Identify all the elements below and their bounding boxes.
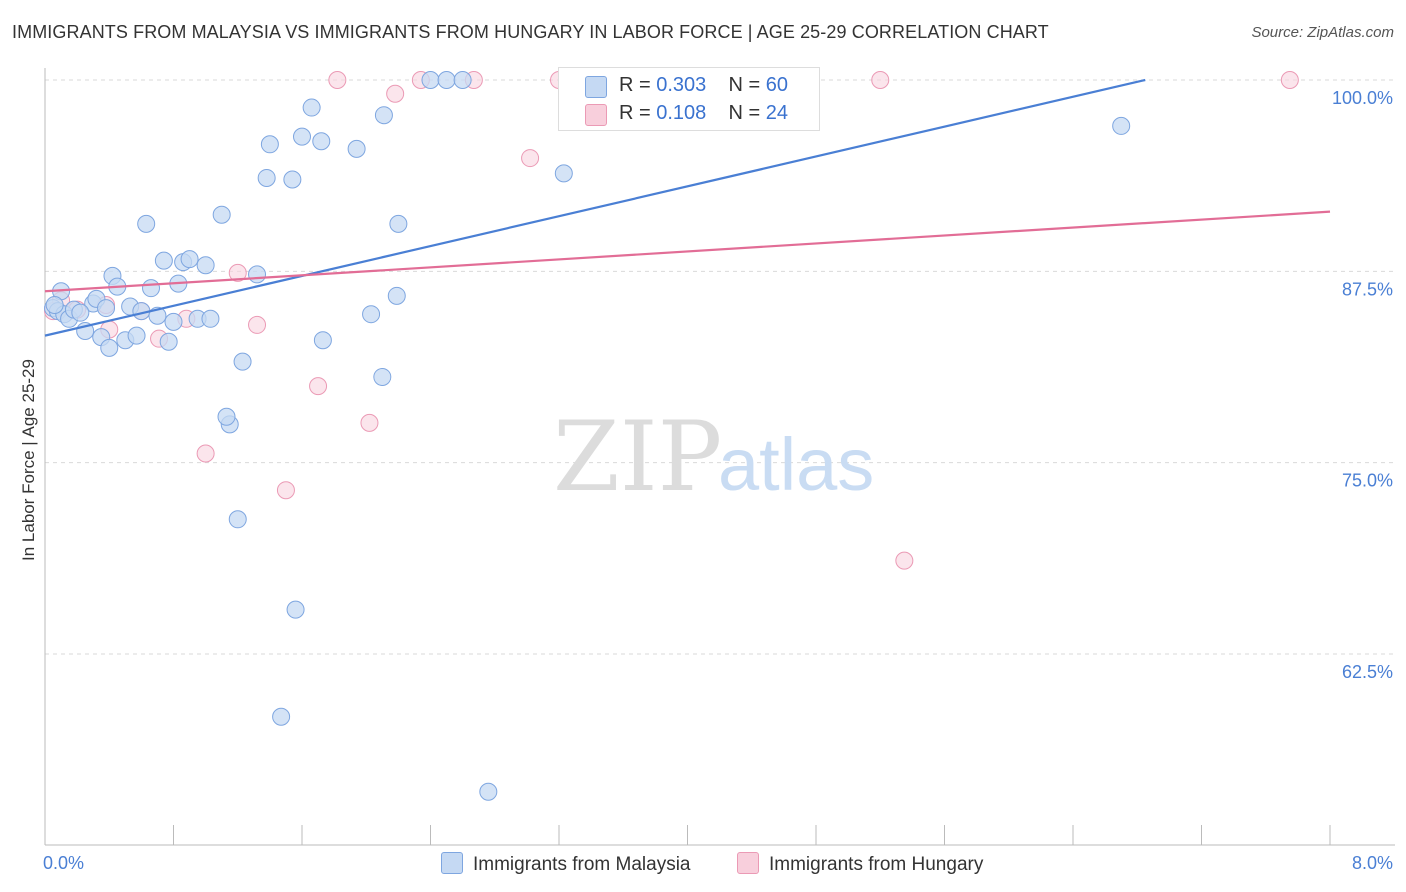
malaysia-point-33 xyxy=(233,352,252,371)
malaysia-point-20 xyxy=(154,251,173,270)
malaysia-point-36 xyxy=(260,135,279,154)
bottom-legend-hungary: Immigrants from Hungary xyxy=(737,852,983,878)
malaysia-point-43 xyxy=(313,331,332,350)
malaysia-point-49 xyxy=(389,214,408,233)
malaysia-point-56 xyxy=(1112,116,1131,135)
legend-swatch-malaysia xyxy=(585,76,607,98)
malaysia-point-41 xyxy=(302,98,321,117)
malaysia-point-44 xyxy=(347,139,366,158)
hungary-point-21 xyxy=(871,71,890,89)
legend-n-value-hungary: 24 xyxy=(765,102,789,124)
malaysia-point-18 xyxy=(142,279,161,298)
malaysia-point-17 xyxy=(137,214,156,233)
malaysia-point-58 xyxy=(71,303,90,322)
y-tick-label-1: 75.0% xyxy=(1342,471,1393,491)
malaysia-point-54 xyxy=(554,164,573,183)
malaysia-point-40 xyxy=(293,127,311,146)
watermark-atlas: atlas xyxy=(718,423,874,506)
malaysia-point-42 xyxy=(312,132,331,151)
malaysia-point-38 xyxy=(283,170,302,189)
y-tick-label-0: 62.5% xyxy=(1342,662,1393,682)
malaysia-point-53 xyxy=(479,782,498,801)
source-label: Source: ZipAtlas.com xyxy=(1251,24,1394,41)
x-tick-label-1: 8.0% xyxy=(1352,853,1393,873)
hungary-point-14 xyxy=(360,413,379,432)
malaysia-point-45 xyxy=(362,305,381,324)
malaysia-point-28 xyxy=(201,309,220,328)
legend-r-value-hungary: 0.108 xyxy=(656,102,707,124)
hungary-point-23 xyxy=(1280,71,1299,89)
y-axis-title: In Labor Force | Age 25-29 xyxy=(19,359,38,561)
hungary-point-18 xyxy=(521,149,540,168)
malaysia-point-29 xyxy=(212,205,231,224)
malaysia-point-35 xyxy=(257,168,276,187)
hungary-point-15 xyxy=(386,84,405,103)
malaysia-point-32 xyxy=(228,510,247,529)
malaysia-point-47 xyxy=(374,106,393,125)
bottom-legend-malaysia: Immigrants from Malaysia xyxy=(441,852,691,878)
hungary-trendline xyxy=(44,210,1331,293)
legend-n-label: N = xyxy=(728,74,761,96)
malaysia-point-52 xyxy=(453,71,472,89)
legend-n-label: N = xyxy=(728,102,761,124)
malaysia-point-57 xyxy=(45,296,64,315)
watermark: ZIP atlas xyxy=(553,401,874,513)
malaysia-point-48 xyxy=(387,286,406,305)
malaysia-point-39 xyxy=(286,600,305,619)
hungary-point-8 xyxy=(196,444,215,463)
legend-r-label: R = xyxy=(619,102,651,124)
malaysia-point-51 xyxy=(437,71,456,89)
chart-title: IMMIGRANTS FROM MALAYSIA VS IMMIGRANTS F… xyxy=(12,22,1049,42)
malaysia-point-46 xyxy=(373,367,392,386)
hungary-point-9 xyxy=(228,263,247,282)
x-tick-label-0: 0.0% xyxy=(43,853,84,873)
malaysia-point-34 xyxy=(248,265,267,284)
bottom-legend-label-hungary: Immigrants from Hungary xyxy=(769,854,984,875)
watermark-zip: ZIP xyxy=(553,401,722,513)
hungary-point-11 xyxy=(276,481,295,500)
y-tick-label-2: 87.5% xyxy=(1342,279,1393,299)
malaysia-point-15 xyxy=(127,326,146,345)
legend-r-value-malaysia: 0.303 xyxy=(656,74,707,96)
malaysia-point-50 xyxy=(421,71,440,89)
malaysia-point-25 xyxy=(180,250,199,269)
axes xyxy=(44,68,1395,846)
hungary-point-13 xyxy=(328,71,347,89)
malaysia-point-37 xyxy=(272,707,291,726)
malaysia-point-59 xyxy=(97,299,116,318)
malaysia-point-22 xyxy=(164,312,183,331)
legend-n-value-malaysia: 60 xyxy=(765,74,789,96)
tick-labels: 62.5% 75.0% 87.5% 100.0% 0.0% 8.0% xyxy=(43,88,1393,873)
malaysia-point-21 xyxy=(159,332,178,351)
legend-swatch-hungary xyxy=(585,104,607,126)
trendlines xyxy=(44,78,1331,337)
bottom-legend-swatch-malaysia xyxy=(441,852,463,874)
bottom-legend-swatch-hungary xyxy=(737,852,759,874)
legend-r-label: R = xyxy=(619,74,651,96)
malaysia-point-27 xyxy=(196,256,215,275)
malaysia-point-10 xyxy=(100,338,119,357)
bottom-legend-label-malaysia: Immigrants from Malaysia xyxy=(473,854,691,875)
hungary-point-22 xyxy=(895,551,914,570)
correlation-legend: R = 0.303 N = 60 R = 0.108 N = 24 xyxy=(558,67,820,131)
y-tick-label-3: 100.0% xyxy=(1332,88,1393,108)
hungary-point-12 xyxy=(309,377,328,396)
malaysia-point-31 xyxy=(217,407,236,426)
hungary-point-10 xyxy=(248,315,267,334)
malaysia-trendline xyxy=(44,78,1146,337)
